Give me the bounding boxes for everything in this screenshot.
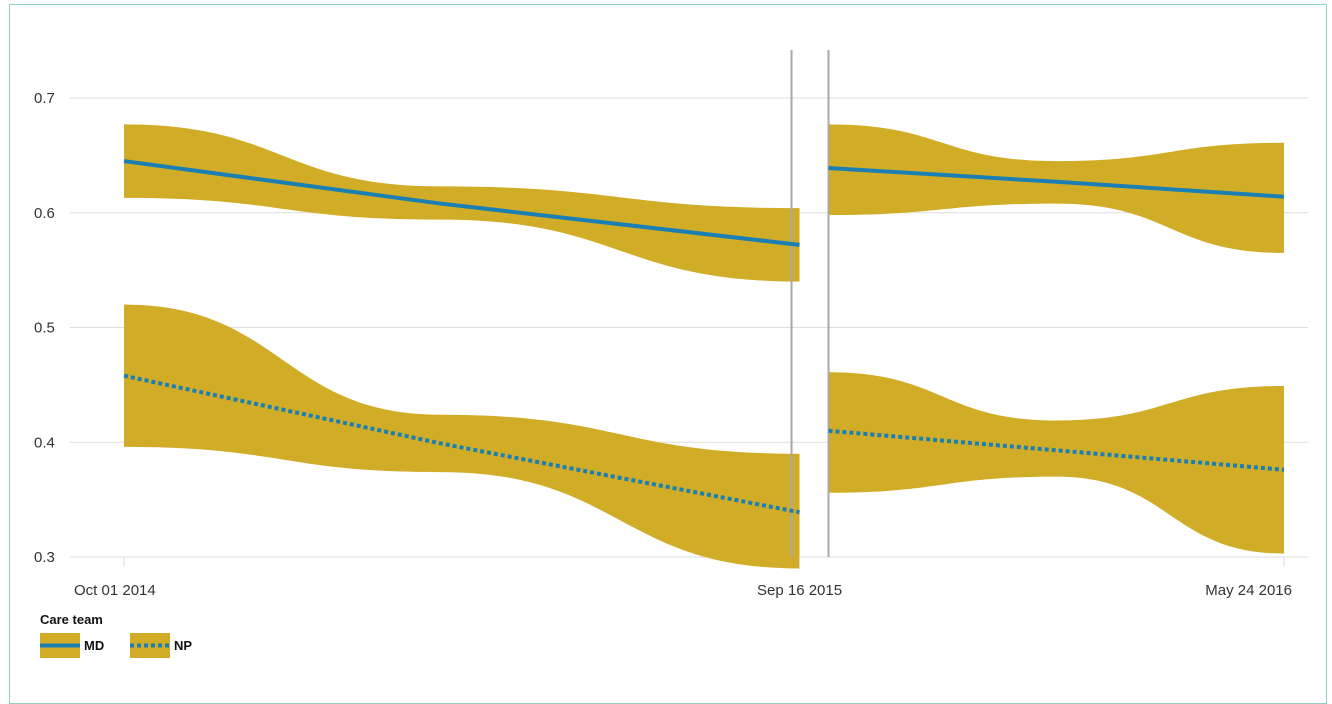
legend-label-np: NP [174,638,192,653]
x-tick-label: Oct 01 2014 [74,582,156,599]
legend-swatch-np [130,633,170,658]
legend-label-md: MD [84,638,104,653]
series-line-np-1 [828,428,1285,472]
line-chart: 0.3 0.4 0.5 0.6 0.7 Oct 01 2014 Sep 16 2015 May… [34,50,1308,658]
y-tick-label: 0.7 [34,90,55,107]
x-tick-label: May 24 2016 [1205,582,1292,599]
series-line-np-0 [123,373,800,515]
y-tick-label: 0.5 [34,320,55,337]
y-tick-label: 0.6 [34,205,55,222]
series-line-md-1 [828,166,1285,199]
y-tick-label: 0.4 [34,434,55,451]
legend-title: Care team [40,612,103,627]
confidence-band-md-0 [124,124,800,282]
series-line-md-0 [123,159,800,247]
confidence-band-md-1 [828,124,1284,253]
series-line-layer [123,159,1285,515]
axis-layer: 0.3 0.4 0.5 0.6 0.7 Oct 01 2014 Sep 16 2015 May… [34,90,1292,599]
confidence-band-np-1 [828,372,1284,554]
legend: Care team MD NP [40,612,192,658]
vertical-marker-layer [790,50,830,557]
confidence-band-layer [124,124,1284,569]
y-tick-label: 0.3 [34,549,55,566]
x-tick-label: Sep 16 2015 [757,582,842,599]
confidence-band-np-0 [124,304,800,569]
